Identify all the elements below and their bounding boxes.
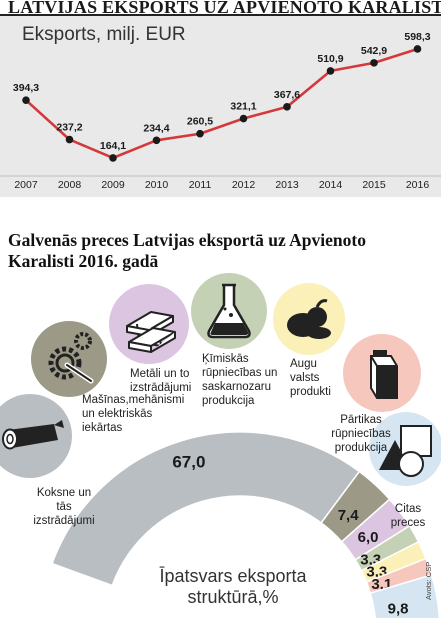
donut-slice: [369, 573, 441, 618]
line-data-label: 260,5: [187, 116, 213, 128]
category-label-6: Pārtikas rūpniecības produkcija: [331, 414, 391, 454]
category-label-3: Metāli un to izstrādājumi: [130, 368, 192, 394]
line-data-label: 542,9: [361, 45, 387, 57]
line-chart-ylabel: Eksports, milj. EUR: [22, 24, 186, 45]
milk-carton-icon: [370, 350, 398, 399]
bubble-icon-2: [31, 321, 107, 397]
x-tick-label: 2007: [14, 179, 38, 191]
x-tick-label: 2008: [58, 179, 82, 191]
line-data-label: 321,1: [230, 101, 256, 113]
bubble-icon-6: [343, 334, 421, 412]
metal-beam-icon: [126, 311, 176, 353]
source-note: Avots: CSP: [424, 561, 433, 600]
donut-value-label: 6,0: [358, 529, 379, 546]
x-tick-label: 2014: [319, 179, 343, 191]
line-data-label: 598,3: [404, 31, 430, 43]
line-point: [239, 114, 248, 123]
line-point: [413, 45, 422, 53]
bubble-icon-3: [109, 284, 189, 364]
line-point: [152, 136, 161, 145]
line-data-label: 234,4: [143, 122, 169, 134]
line-point: [22, 96, 30, 104]
line-data-label: 367,6: [274, 89, 300, 101]
x-tick-label: 2012: [232, 179, 256, 191]
chart-title: LATVIJAS EKSPORTS UZ APVIENOTO KARALISTI: [8, 0, 441, 17]
line-chart-panel: [0, 16, 441, 197]
x-tick-label: 2013: [275, 179, 299, 191]
donut-chart-subtitle: Galvenās preces Latvijas eksportā uz Apv…: [8, 230, 366, 271]
donut-center-label: Īpatsvars eksporta: [159, 566, 307, 586]
category-label-7: Citas preces: [390, 503, 426, 529]
x-tick-label: 2010: [145, 179, 169, 191]
line-point: [326, 67, 335, 75]
bubble-icon-7: [369, 412, 441, 486]
line-data-label: 510,9: [317, 53, 343, 65]
category-label-1: Koksne un tās izstrādājumi: [33, 487, 95, 527]
shapes-icon: [379, 425, 432, 477]
donut-value-label: 67,0: [172, 452, 205, 471]
line-data-label: 394,3: [13, 82, 39, 94]
line-data-label: 164,1: [100, 140, 126, 152]
line-point: [283, 103, 291, 111]
x-tick-label: 2011: [189, 179, 212, 191]
title-rule: [0, 14, 441, 16]
donut-value-label: 7,4: [338, 507, 360, 524]
line-point: [65, 135, 74, 144]
line-point: [109, 154, 117, 162]
donut-value-label: 9,8: [388, 601, 409, 618]
gear-wrench-icon: [48, 332, 94, 384]
bubble-icon-1: [0, 394, 72, 478]
line-point: [370, 59, 378, 67]
donut-center-label: struktūrā,%: [187, 587, 278, 607]
category-label-4: Ķīmiskās rūpniecības un saskarnozaru pro…: [202, 353, 278, 407]
category-label-5: Augu valsts produkti: [290, 358, 331, 398]
x-tick-label: 2009: [101, 179, 125, 191]
line-data-label: 237,2: [56, 122, 82, 134]
chemistry-flask-icon: [207, 283, 251, 339]
x-tick-label: 2016: [406, 179, 430, 191]
category-label-2: Mašīnas,mehānismi un elektriskās iekārta…: [82, 394, 185, 434]
bubble-icon-5: [273, 283, 345, 355]
donut-slice: [51, 431, 361, 587]
vegetables-icon: [287, 299, 331, 339]
x-tick-label: 2015: [362, 179, 386, 191]
line-point: [196, 129, 204, 138]
bubble-icon-4: [191, 273, 267, 349]
log-icon: [2, 420, 64, 450]
line-chart: 394,3 2007 237,2 2008 164,1 2009 234,4 2010 260,…: [0, 31, 441, 191]
line-series: [25, 47, 418, 160]
